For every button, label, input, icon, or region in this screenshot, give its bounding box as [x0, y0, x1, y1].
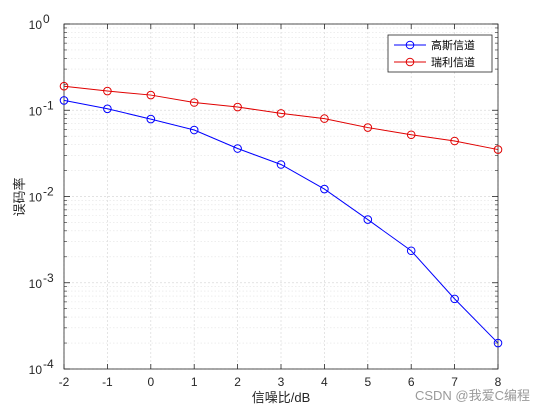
x-tick-label: 7 — [451, 375, 458, 389]
x-tick-label: 5 — [364, 375, 371, 389]
data-point-series-0 — [406, 246, 416, 256]
data-point-series-1 — [320, 114, 329, 123]
legend-marker-rayleigh — [405, 57, 415, 67]
data-point-series-0 — [233, 144, 242, 153]
legend-marker-gaussian — [405, 40, 415, 50]
data-point-series-1 — [233, 102, 242, 112]
series-line-0 — [63, 99, 499, 344]
y-tick-exponent: -2 — [43, 185, 54, 199]
legend: 高斯信道 瑞利信道 — [387, 34, 493, 73]
y-tick-label: 10 — [29, 363, 43, 377]
x-tick-label: 0 — [147, 375, 154, 389]
axis-ticks — [63, 23, 499, 370]
y-tick-label: 10 — [29, 191, 43, 205]
x-tick-label: 1 — [191, 375, 198, 389]
data-point-series-1 — [189, 98, 199, 107]
series-lines — [59, 81, 503, 348]
x-tick-label: 4 — [321, 375, 328, 389]
series-line-1 — [63, 85, 499, 151]
y-tick-exponent: -1 — [43, 98, 54, 112]
data-point-series-0 — [189, 125, 199, 135]
data-point-series-1 — [103, 86, 112, 96]
y-tick-exponent: -4 — [43, 357, 54, 371]
data-point-series-1 — [363, 123, 373, 132]
y-tick-exponent: 0 — [43, 12, 50, 26]
data-point-series-1 — [59, 81, 69, 91]
legend-entry-gaussian: 高斯信道 — [394, 38, 475, 52]
x-tick-label: 8 — [495, 375, 502, 389]
data-point-series-1 — [406, 130, 416, 140]
y-tick-label: 10 — [29, 277, 43, 291]
data-point-series-1 — [450, 136, 459, 146]
legend-label-gaussian: 高斯信道 — [431, 38, 475, 52]
data-point-series-0 — [320, 184, 329, 194]
data-point-series-0 — [146, 114, 156, 124]
x-tick-label: -2 — [59, 375, 70, 389]
y-tick-label: 10 — [29, 104, 43, 118]
data-point-series-0 — [450, 294, 459, 304]
legend-box — [387, 34, 493, 73]
x-tick-label: 6 — [408, 375, 415, 389]
legend-label-rayleigh: 瑞利信道 — [431, 55, 475, 69]
data-point-series-1 — [493, 145, 503, 154]
y-axis-label: 误码率 — [12, 177, 27, 216]
legend-entry-rayleigh: 瑞利信道 — [394, 55, 475, 69]
data-point-series-1 — [146, 90, 156, 100]
x-tick-label: 2 — [234, 375, 241, 389]
data-point-series-0 — [103, 104, 112, 114]
data-point-series-1 — [276, 109, 286, 118]
x-axis-label: 信噪比/dB — [252, 390, 311, 405]
data-point-series-0 — [59, 96, 69, 105]
data-point-series-0 — [493, 338, 503, 348]
data-point-series-0 — [276, 160, 286, 169]
y-tick-label: 10 — [29, 18, 43, 32]
y-tick-exponent: -3 — [43, 271, 54, 285]
x-tick-label: 3 — [278, 375, 285, 389]
data-point-series-0 — [363, 215, 373, 224]
watermark: CSDN @我爱C编程 — [415, 388, 530, 403]
x-tick-label: -1 — [102, 375, 113, 389]
